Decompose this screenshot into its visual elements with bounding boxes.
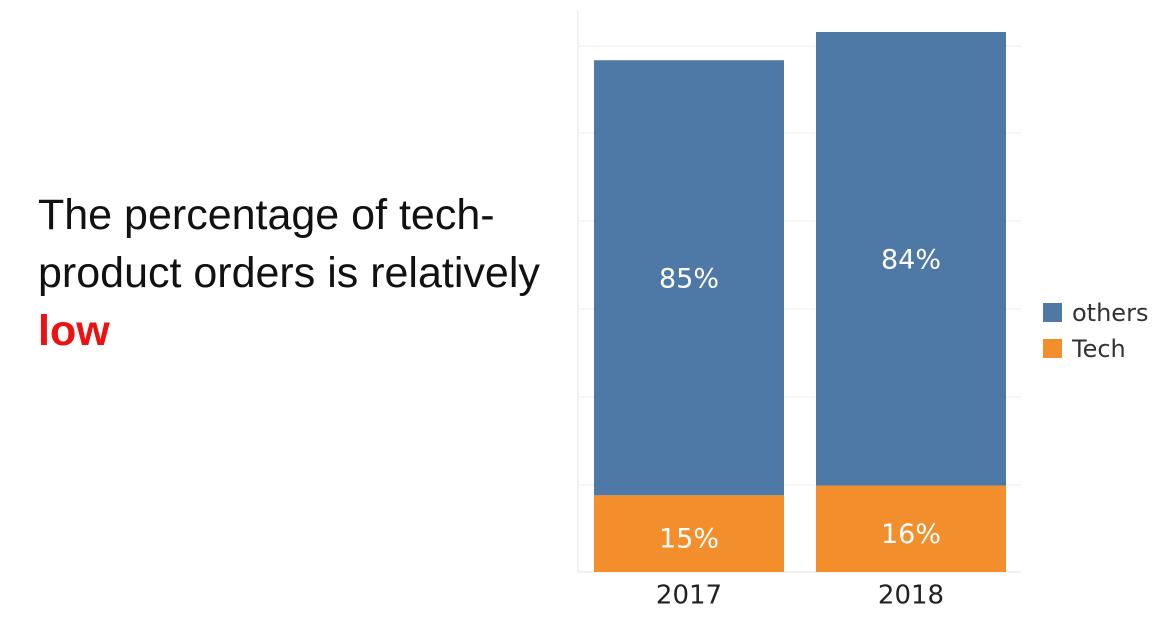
data-label-tech-2018: 16% [881, 519, 941, 550]
bar-others-2017[interactable] [594, 60, 784, 496]
data-label-others-2018: 84% [881, 245, 941, 276]
legend-swatch-tech [1043, 339, 1062, 358]
headline-emphasis: low [38, 307, 110, 355]
headline: The percentage of tech-product orders is… [38, 186, 578, 360]
data-label-others-2017: 85% [659, 263, 719, 294]
x-tick-label-2017: 2017 [656, 581, 722, 611]
headline-text: The percentage of tech-product orders is… [38, 191, 540, 297]
legend-label-others: others [1072, 299, 1148, 327]
x-tick-label-2018: 2018 [878, 581, 944, 611]
bar-tech-2017[interactable] [594, 495, 784, 572]
legend-label-tech: Tech [1071, 335, 1126, 363]
bar-others-2018[interactable] [816, 32, 1006, 486]
legend-swatch-others [1043, 303, 1062, 322]
bar-tech-2018[interactable] [816, 485, 1006, 572]
data-label-tech-2017: 15% [659, 523, 719, 554]
